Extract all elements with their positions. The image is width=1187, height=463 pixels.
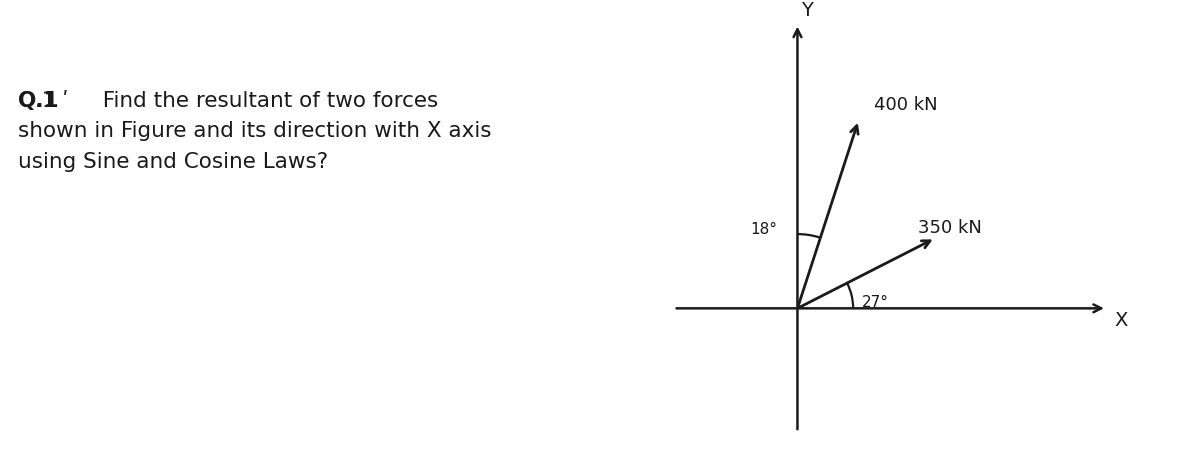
Text: Y: Y (801, 1, 813, 20)
Text: Q.1: Q.1 (18, 91, 59, 111)
Text: X: X (1115, 310, 1128, 329)
Text: 18°: 18° (750, 222, 777, 237)
Text: 350 kN: 350 kN (919, 219, 982, 237)
Text: 400 kN: 400 kN (874, 95, 938, 113)
Text: 27°: 27° (862, 294, 889, 309)
Text: Q.1 ʹ     Find the resultant of two forces
shown in Figure and its direction wit: Q.1 ʹ Find the resultant of two forces s… (18, 91, 491, 171)
